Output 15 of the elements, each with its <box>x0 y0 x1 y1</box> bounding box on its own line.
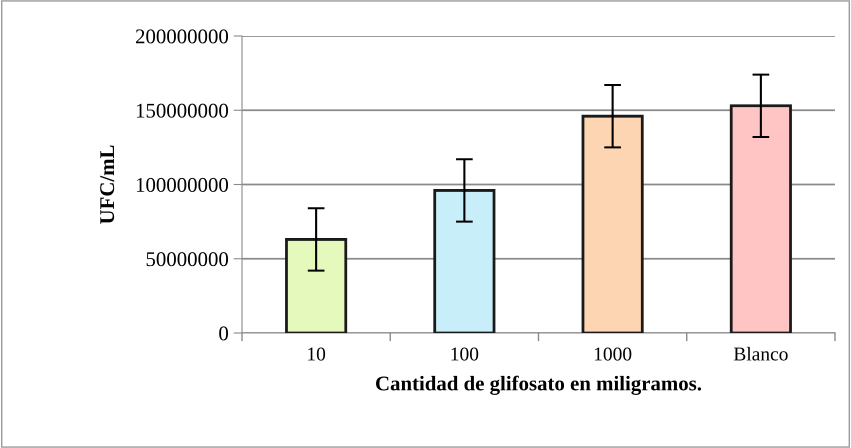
y-axis-title: UFC/mL <box>100 145 114 224</box>
bar <box>433 189 496 333</box>
x-axis-title: Cantidad de glifosato en miligramos. <box>376 376 702 395</box>
bar <box>730 104 792 333</box>
y-tick-label: 0 <box>219 326 228 340</box>
y-tick-label: 150000000 <box>136 104 228 118</box>
y-tick-label: 200000000 <box>136 29 228 44</box>
x-tick-label: 100 <box>452 347 478 361</box>
bar <box>582 114 644 333</box>
bar <box>285 238 348 333</box>
x-tick-label: 10 <box>308 347 326 361</box>
y-tick-label: 100000000 <box>136 178 228 192</box>
y-tick-label: 50000000 <box>146 252 228 266</box>
x-tick-label: 1000 <box>594 347 632 361</box>
x-tick-label: Blanco <box>734 346 788 361</box>
